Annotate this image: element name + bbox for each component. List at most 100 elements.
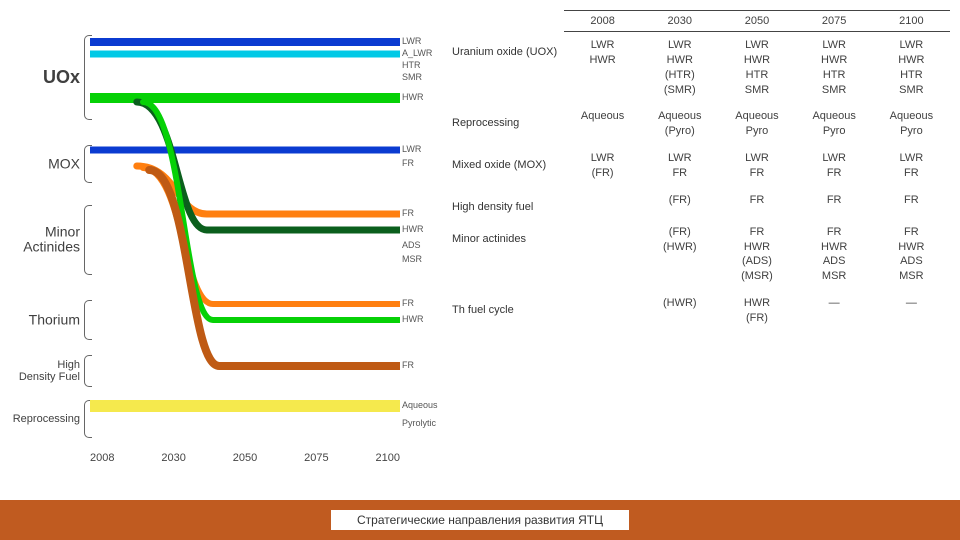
table-cell: FRHWR(ADS)(MSR) bbox=[718, 219, 795, 290]
table-row: Uranium oxide (UOX)LWRHWRLWRHWR(HTR)(SMR… bbox=[450, 32, 950, 104]
footer-caption: Стратегические направления развития ЯТЦ bbox=[331, 510, 629, 530]
table-cell-value: HWR bbox=[875, 53, 948, 68]
table-cell-value: SMR bbox=[875, 83, 948, 98]
table-cell: LWRHWRHTRSMR bbox=[796, 32, 873, 104]
table-cell-value: Aqueous bbox=[875, 109, 948, 124]
table-corner bbox=[450, 11, 564, 32]
table-header-row: 20082030205020752100 bbox=[450, 11, 950, 32]
table-cell: FRHWRADSMSR bbox=[873, 219, 950, 290]
table-cell-value: FR bbox=[875, 225, 948, 240]
table-row-head: Uranium oxide (UOX) bbox=[450, 32, 564, 104]
table-cell-value: (FR) bbox=[566, 166, 639, 181]
table-row-head: Th fuel cycle bbox=[450, 290, 564, 332]
content-area: UOxMOXMinor ActinidesThoriumHigh Density… bbox=[0, 0, 960, 500]
stream-label: ADS bbox=[402, 240, 421, 250]
table-cell: FR bbox=[873, 187, 950, 219]
table-cell-value: HWR bbox=[643, 53, 716, 68]
table-cell: AqueousPyro bbox=[718, 103, 795, 145]
table-cell-value: MSR bbox=[798, 269, 871, 284]
table-row: High density fuel(FR)FRFRFR bbox=[450, 187, 950, 219]
table-cell-value: HWR bbox=[720, 53, 793, 68]
table-cell-value: HWR bbox=[798, 53, 871, 68]
table-row: Mixed oxide (MOX)LWR(FR)LWRFRLWRFRLWRFRL… bbox=[450, 145, 950, 187]
table-cell: HWR(FR) bbox=[718, 290, 795, 332]
stream-label: MSR bbox=[402, 254, 422, 264]
table-cell-value: HTR bbox=[798, 68, 871, 83]
table-cell-value: (HWR) bbox=[643, 296, 716, 311]
table-cell-value: (ADS) bbox=[720, 254, 793, 269]
stream-label: HWR bbox=[402, 224, 424, 234]
data-table-area: 20082030205020752100 Uranium oxide (UOX)… bbox=[450, 10, 950, 500]
stream-label: LWR bbox=[402, 36, 421, 46]
stream-label: FR bbox=[402, 208, 414, 218]
table-cell-value: MSR bbox=[875, 269, 948, 284]
table-cell-value: LWR bbox=[720, 151, 793, 166]
table-cell-value: LWR bbox=[720, 38, 793, 53]
table-cell-value: HWR bbox=[566, 53, 639, 68]
group-label-text: Reprocessing bbox=[13, 413, 80, 425]
stream-label: FR bbox=[402, 360, 414, 370]
table-cell-value: LWR bbox=[566, 151, 639, 166]
table-cell-value: HTR bbox=[875, 68, 948, 83]
table-cell-value: (HTR) bbox=[643, 68, 716, 83]
table-cell: LWRFR bbox=[873, 145, 950, 187]
table-cell: AqueousPyro bbox=[796, 103, 873, 145]
table-cell-value: (FR) bbox=[643, 193, 716, 208]
table-cell-value: FR bbox=[720, 166, 793, 181]
table-cell-value: LWR bbox=[798, 38, 871, 53]
table-cell-value: Pyro bbox=[798, 124, 871, 139]
table-cell-value: — bbox=[798, 296, 871, 311]
table-cell: LWR(FR) bbox=[564, 145, 641, 187]
x-tick: 2075 bbox=[304, 452, 328, 464]
table-row-head: Minor actinides bbox=[450, 219, 564, 290]
table-row-head: High density fuel bbox=[450, 187, 564, 219]
table-cell-value: (FR) bbox=[720, 311, 793, 326]
table-cell: LWRHWR bbox=[564, 32, 641, 104]
group-label-text: UOx bbox=[43, 68, 80, 88]
table-cell: — bbox=[796, 290, 873, 332]
table-cell-value: FR bbox=[798, 225, 871, 240]
table-cell-value: HWR bbox=[720, 240, 793, 255]
table-cell-value: HWR bbox=[720, 296, 793, 311]
stream-label: HWR bbox=[402, 314, 424, 324]
table-cell: LWRFR bbox=[796, 145, 873, 187]
group-label-text: Thorium bbox=[29, 312, 80, 327]
table-cell-value: Aqueous bbox=[643, 109, 716, 124]
stream-label: FR bbox=[402, 158, 414, 168]
group-label-text: MOX bbox=[48, 156, 80, 171]
x-tick: 2050 bbox=[233, 452, 257, 464]
table-row: ReprocessingAqueousAqueous(Pyro)AqueousP… bbox=[450, 103, 950, 145]
group-label-text: Minor Actinides bbox=[23, 225, 80, 256]
table-body: Uranium oxide (UOX)LWRHWRLWRHWR(HTR)(SMR… bbox=[450, 32, 950, 332]
table-cell: (FR) bbox=[641, 187, 718, 219]
stream-label: Aqueous bbox=[402, 400, 438, 410]
table-cell-value: (HWR) bbox=[643, 240, 716, 255]
table-row-head: Mixed oxide (MOX) bbox=[450, 145, 564, 187]
chart-canvas bbox=[90, 10, 400, 470]
table-cell: FR bbox=[796, 187, 873, 219]
table-cell bbox=[564, 219, 641, 290]
page-root: UOxMOXMinor ActinidesThoriumHigh Density… bbox=[0, 0, 960, 540]
table-cell-value: Aqueous bbox=[798, 109, 871, 124]
table-cell-value: HWR bbox=[875, 240, 948, 255]
table-cell-value: LWR bbox=[643, 38, 716, 53]
table-cell bbox=[564, 187, 641, 219]
table-cell-value: Pyro bbox=[875, 124, 948, 139]
table-cell-value: ADS bbox=[875, 254, 948, 269]
table-cell: LWRFR bbox=[641, 145, 718, 187]
table-cell-value: (SMR) bbox=[643, 83, 716, 98]
table-row-head: Reprocessing bbox=[450, 103, 564, 145]
table-col-header: 2100 bbox=[873, 11, 950, 32]
table-cell: FR bbox=[718, 187, 795, 219]
table-cell: FRHWRADSMSR bbox=[796, 219, 873, 290]
table-cell-value: FR bbox=[798, 166, 871, 181]
table-cell: (HWR) bbox=[641, 290, 718, 332]
stream-chart: UOxMOXMinor ActinidesThoriumHigh Density… bbox=[10, 10, 440, 490]
table-cell: LWRFR bbox=[718, 145, 795, 187]
footer-bar: Стратегические направления развития ЯТЦ bbox=[0, 500, 960, 540]
table-col-header: 2030 bbox=[641, 11, 718, 32]
table-cell: LWRHWR(HTR)(SMR) bbox=[641, 32, 718, 104]
table-cell-value: FR bbox=[720, 193, 793, 208]
table-col-header: 2075 bbox=[796, 11, 873, 32]
table-cell-value: LWR bbox=[643, 151, 716, 166]
